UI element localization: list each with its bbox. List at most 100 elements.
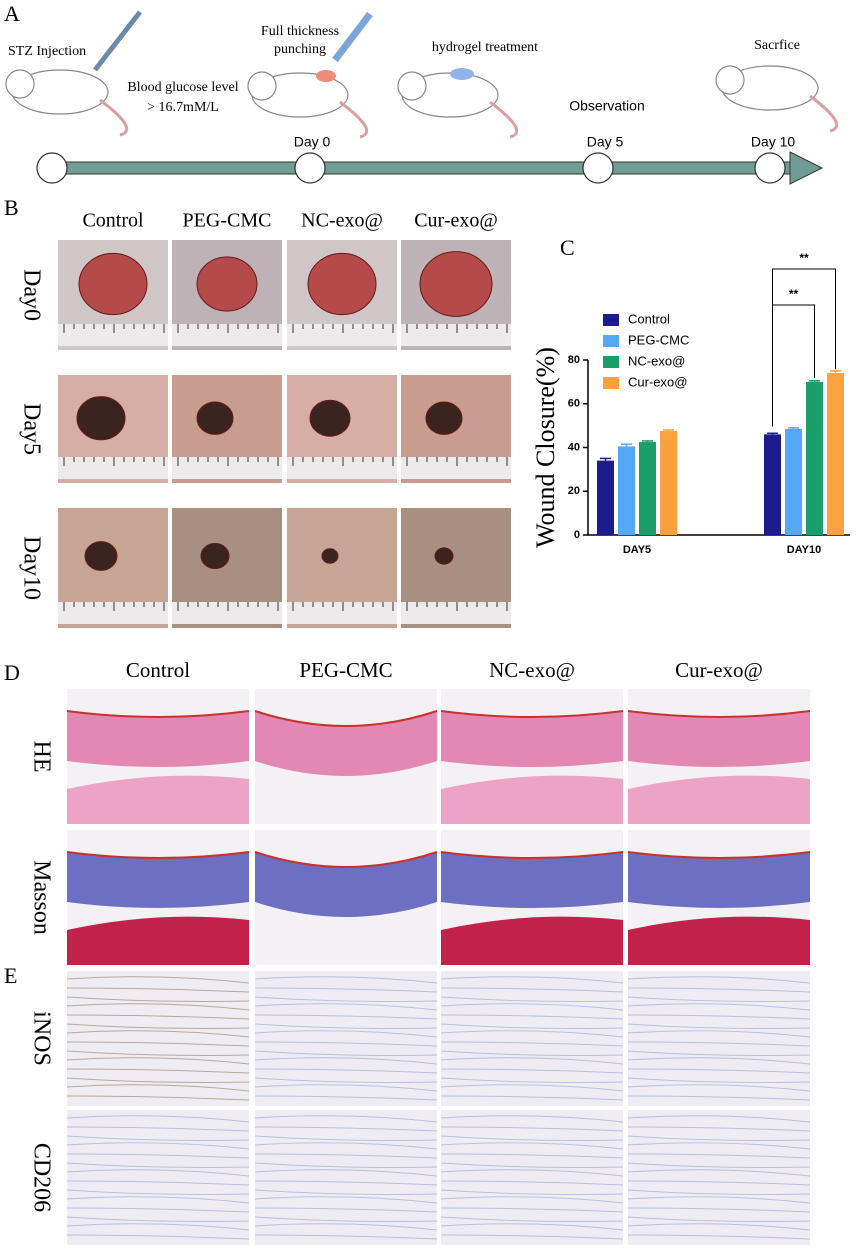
tissue-fiber xyxy=(440,1142,624,1150)
tissue-fiber xyxy=(440,1050,624,1056)
tissue-fiber xyxy=(66,1189,250,1195)
tissue-fiber xyxy=(254,1169,438,1177)
timeline-text: punching xyxy=(274,42,326,57)
panel-label: E xyxy=(4,963,17,988)
tissue-fiber xyxy=(66,1014,250,1020)
tissue-fiber xyxy=(254,1115,438,1123)
tissue-fiber xyxy=(254,1162,438,1168)
tissue-fiber xyxy=(254,1023,438,1029)
ruler xyxy=(287,324,397,346)
ruler xyxy=(58,457,168,479)
tissue-fiber xyxy=(440,1023,624,1029)
y-tick-label: 40 xyxy=(568,441,580,453)
tissue xyxy=(67,852,249,908)
column-label: Cur-exo@ xyxy=(675,658,763,682)
tissue-fiber xyxy=(254,996,438,1002)
tissue-fiber xyxy=(440,1196,624,1204)
tissue-fiber xyxy=(627,1169,811,1177)
tissue-fiber xyxy=(627,1095,811,1101)
ruler xyxy=(287,457,397,479)
tissue-fiber xyxy=(66,1095,250,1101)
tissue-fiber xyxy=(66,1142,250,1150)
tissue-fiber xyxy=(254,1216,438,1222)
tissue-fiber xyxy=(627,1030,811,1038)
legend-swatch xyxy=(603,377,619,389)
tissue-fiber xyxy=(627,1207,811,1213)
bar xyxy=(785,428,802,535)
tissue-fiber xyxy=(627,1115,811,1123)
wound xyxy=(307,252,377,316)
timeline-day: Day 0 xyxy=(294,134,331,150)
tissue-fiber xyxy=(440,976,624,984)
bar xyxy=(618,446,635,535)
column-label: NC-exo@ xyxy=(301,210,383,232)
tissue-fiber xyxy=(66,1023,250,1029)
tissue-fiber xyxy=(440,1126,624,1132)
tissue-fiber xyxy=(254,1196,438,1204)
generated: Control PEG-CMC NC-exo@ Cur-exo@ Day0 Day5 Day… xyxy=(18,210,850,1245)
tissue-fiber xyxy=(66,976,250,984)
ruler xyxy=(58,324,168,346)
ruler xyxy=(172,324,282,346)
tissue-fiber xyxy=(66,1234,250,1240)
tissue-fiber xyxy=(440,1068,624,1074)
tissue-fiber xyxy=(627,1196,811,1204)
column-label: NC-exo@ xyxy=(489,658,575,682)
tissue-fiber xyxy=(627,1180,811,1186)
epidermis xyxy=(627,710,811,718)
tissue-fiber xyxy=(440,1057,624,1065)
bar xyxy=(597,460,614,535)
ruler xyxy=(401,602,511,624)
histology-image xyxy=(628,1110,810,1245)
histology-image xyxy=(441,971,623,1106)
wound xyxy=(200,542,230,570)
tissue-fiber xyxy=(440,1169,624,1177)
histology-image xyxy=(67,1110,249,1245)
bar xyxy=(660,431,677,535)
tissue xyxy=(628,711,810,767)
row-label: Day5 xyxy=(18,403,44,455)
tissue-fiber xyxy=(254,1135,438,1141)
tissue-fiber xyxy=(440,1084,624,1092)
significance-bracket xyxy=(772,268,836,427)
tissue-fiber xyxy=(440,1223,624,1231)
panel-label: A xyxy=(4,1,20,26)
tissue-fiber xyxy=(66,1068,250,1074)
tissue-fiber xyxy=(627,1135,811,1141)
epidermis xyxy=(66,710,250,718)
tissue-fiber xyxy=(66,1180,250,1186)
wound xyxy=(321,548,339,564)
histology-image xyxy=(255,1110,437,1245)
tissue-fiber xyxy=(66,1115,250,1123)
timeline-text: Sacrfice xyxy=(754,38,800,53)
wound xyxy=(434,547,454,565)
tissue-fiber xyxy=(254,1003,438,1011)
tissue-fiber xyxy=(66,1153,250,1159)
significance-label: ** xyxy=(789,287,799,301)
tissue-fiber xyxy=(254,1084,438,1092)
ruler xyxy=(287,602,397,624)
bar xyxy=(806,381,823,535)
timeline-arrow xyxy=(789,151,824,185)
tissue-fiber xyxy=(254,1180,438,1186)
tissue xyxy=(255,852,437,917)
ruler xyxy=(172,457,282,479)
tissue-fiber xyxy=(440,1041,624,1047)
wound xyxy=(196,256,258,312)
tissue-fiber xyxy=(254,1030,438,1038)
tissue xyxy=(67,711,249,767)
tissue-fiber xyxy=(254,1068,438,1074)
tissue-fiber xyxy=(254,1142,438,1150)
wound xyxy=(425,401,463,435)
tissue xyxy=(255,711,437,776)
tissue-fiber xyxy=(66,1162,250,1168)
epidermis xyxy=(440,710,624,718)
timeline-text: STZ Injection xyxy=(8,44,86,59)
tissue-fiber xyxy=(627,1223,811,1231)
tissue-fiber xyxy=(440,1153,624,1159)
timeline-nodes xyxy=(36,152,786,184)
timeline-bar xyxy=(51,161,793,175)
tissue-fiber xyxy=(66,1003,250,1011)
wound xyxy=(76,396,126,441)
